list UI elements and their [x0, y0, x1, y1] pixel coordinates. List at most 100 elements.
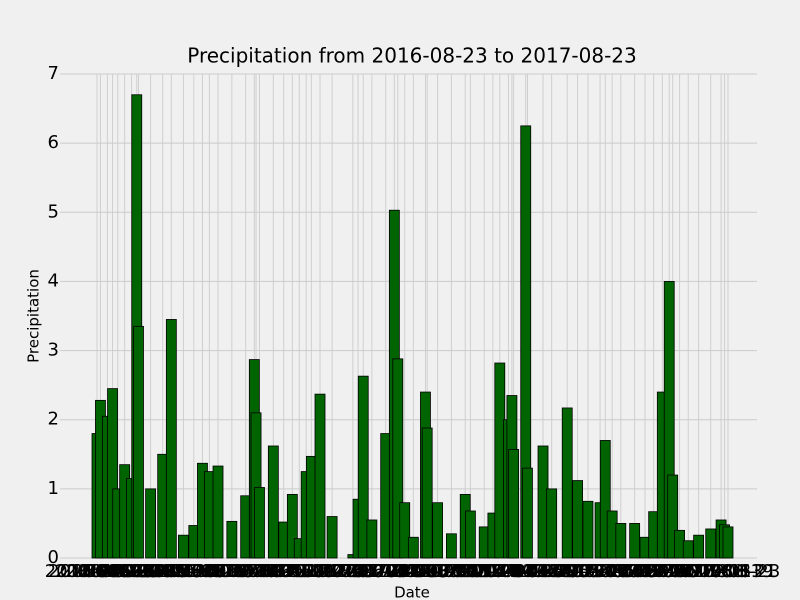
x-tick-label: 2016-09-01 — [60, 561, 165, 582]
x-tick-label: 2017-04-09 — [441, 561, 546, 582]
bar — [314, 393, 326, 559]
x-tick-label: 2017-07-16 — [610, 561, 715, 582]
x-tick-label: 2017-04-13 — [447, 561, 552, 582]
bar — [629, 523, 641, 559]
bar — [267, 445, 279, 559]
x-tick-label: 2017-03-16 — [399, 561, 504, 582]
x-tick-label: 2017-08-13 — [658, 561, 763, 582]
x-tick-label: 2017-06-03 — [536, 561, 641, 582]
x-tick-label: 2016-09-16 — [86, 561, 191, 582]
x-tick-label: 2016-11-09 — [180, 561, 285, 582]
bar — [212, 465, 224, 559]
bar — [599, 440, 611, 559]
bar — [178, 534, 189, 559]
y-tick-label: 5 — [48, 201, 59, 222]
x-tick-label: 2017-04-21 — [461, 561, 566, 582]
x-tick-label: 2017-07-06 — [593, 561, 698, 582]
x-tick-label: 2017-02-17 — [352, 561, 457, 582]
x-tick-label: 2017-07-20 — [617, 561, 722, 582]
bar — [133, 325, 144, 559]
x-tick-label: 2017-05-22 — [515, 561, 620, 582]
bar — [165, 319, 177, 559]
x-tick-label: 2017-02-11 — [342, 561, 447, 582]
x-tick-label: 2017-05-13 — [499, 561, 604, 582]
y-tick-label: 3 — [48, 340, 59, 361]
bar — [421, 427, 433, 559]
bar — [432, 502, 443, 559]
bar — [392, 358, 404, 559]
bar — [399, 502, 411, 559]
y-tick-label: 2 — [48, 409, 59, 430]
bar — [366, 519, 378, 559]
x-tick-label: 2016-08-29 — [55, 561, 160, 582]
bar — [254, 487, 265, 559]
x-tick-label: 2017-06-13 — [553, 561, 658, 582]
x-tick-label: 2017-06-30 — [582, 561, 687, 582]
x-tick-label: 2017-03-01 — [373, 561, 478, 582]
bar — [326, 516, 338, 559]
x-tick-label: 2016-08-23 — [45, 561, 150, 582]
x-tick-label: 2017-02-22 — [361, 561, 466, 582]
x-tick-label: 2016-11-23 — [204, 561, 309, 582]
bar — [508, 449, 520, 559]
x-tick-label: 2017-07-26 — [627, 561, 732, 582]
y-tick-label: 4 — [48, 270, 59, 291]
bar — [561, 407, 573, 559]
y-tick-label: 0 — [48, 547, 59, 568]
x-tick-label: 2016-09-04 — [65, 561, 170, 582]
x-tick-label: 2017-03-27 — [418, 561, 523, 582]
x-tick-label: 2017-05-08 — [491, 561, 596, 582]
x-tick-label: 2017-01-06 — [280, 561, 385, 582]
x-tick-label: 2016-10-27 — [157, 561, 262, 582]
x-tick-label: 2017-06-22 — [569, 561, 674, 582]
x-tick-label: 2017-01-21 — [306, 561, 411, 582]
x-tick-label: 2016-09-08 — [72, 561, 177, 582]
x-tick-label: 2017-03-02 — [375, 561, 480, 582]
x-tick-label: 2017-04-04 — [432, 561, 537, 582]
x-tick-label: 2017-04-20 — [460, 561, 565, 582]
bar — [682, 540, 694, 559]
x-tick-label: 2017-07-22 — [620, 561, 725, 582]
x-tick-label: 2017-03-08 — [385, 561, 490, 582]
x-tick-label: 2017-07-31 — [636, 561, 741, 582]
bar — [226, 520, 238, 559]
x-tick-label: 2016-11-22 — [202, 561, 307, 582]
x-tick-label: 2016-12-03 — [221, 561, 326, 582]
bar — [667, 474, 679, 559]
bar — [286, 493, 298, 559]
x-tick-label: 2016-09-30 — [110, 561, 215, 582]
y-tick-label: 7 — [48, 63, 59, 84]
x-tick-label: 2016-09-15 — [84, 561, 189, 582]
x-tick-label: 2016-09-23 — [98, 561, 203, 582]
bar — [546, 488, 558, 559]
x-tick-label: 2016-11-25 — [207, 561, 312, 582]
x-tick-label: 2017-04-29 — [475, 561, 580, 582]
x-tick-label: 2017-08-21 — [672, 561, 777, 582]
bar — [722, 526, 734, 559]
bar — [407, 536, 419, 559]
x-tick-label: 2016-12-14 — [240, 561, 345, 582]
bar — [705, 528, 717, 559]
x-tick-label: 2017-04-28 — [473, 561, 578, 582]
x-tick-label: 2016-12-18 — [247, 561, 352, 582]
y-tick-label: 6 — [48, 132, 59, 153]
bar — [615, 523, 627, 559]
chart-title: Precipitation from 2016-08-23 to 2017-08… — [187, 44, 637, 68]
x-tick-label: 2016-12-30 — [268, 561, 373, 582]
x-tick-label: 2016-10-23 — [150, 561, 255, 582]
x-tick-label: 2017-01-18 — [301, 561, 406, 582]
x-tick-label: 2017-02-06 — [333, 561, 438, 582]
bar — [572, 480, 583, 559]
x-tick-label: 2016-12-09 — [231, 561, 336, 582]
x-tick-label: 2016-10-05 — [119, 561, 224, 582]
x-tick-label: 2017-05-28 — [525, 561, 630, 582]
bar — [693, 534, 705, 559]
x-tick-label: 2017-07-11 — [601, 561, 706, 582]
bar — [522, 467, 533, 559]
x-tick-label: 2017-06-17 — [560, 561, 665, 582]
x-tick-label: 2017-01-24 — [311, 561, 416, 582]
y-tick-label: 1 — [48, 478, 59, 499]
x-axis-label: Date — [394, 584, 430, 600]
x-tick-label: 2017-04-18 — [456, 561, 561, 582]
